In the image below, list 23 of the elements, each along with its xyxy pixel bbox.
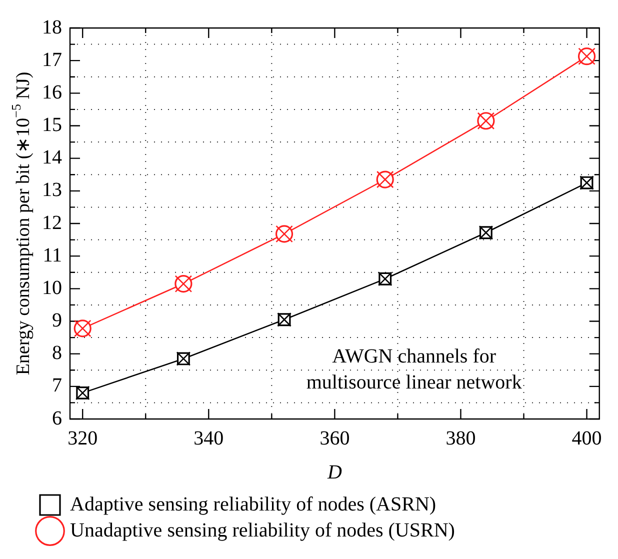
y-tick-label: 13 [42,179,62,202]
y-tick-label: 14 [42,146,62,169]
annotation: AWGN channels for multisource linear network [306,345,522,394]
y-tick-label: 10 [42,276,62,299]
x-axis-title: D [326,461,342,484]
y-axis-title: Energy consumption per bit (∗10−5 NJ) [8,72,34,376]
x-tick-label: 360 [320,427,350,450]
y-tick-label: 16 [42,81,62,104]
y-tick-label: 15 [42,114,62,136]
x-tick-label: 320 [68,427,98,450]
legend-label: Unadaptive sensing reliability of nodes (USRN) [70,519,455,542]
y-tick-label: 9 [52,310,62,332]
y-tick-label: 17 [42,48,62,71]
y-tick-label: 6 [52,407,62,430]
y-tick-label: 12 [42,212,62,234]
y-tick-label: 7 [52,374,62,397]
y-tick-label: 18 [42,16,62,38]
x-tick-label: 380 [446,427,476,450]
x-tick-label: 340 [194,427,224,450]
y-tick-label: 8 [52,342,62,364]
y-tick-label: 11 [42,244,62,266]
x-tick-label: 400 [572,427,602,450]
legend-label: Adaptive sensing reliability of nodes (ASRN) [70,493,436,516]
